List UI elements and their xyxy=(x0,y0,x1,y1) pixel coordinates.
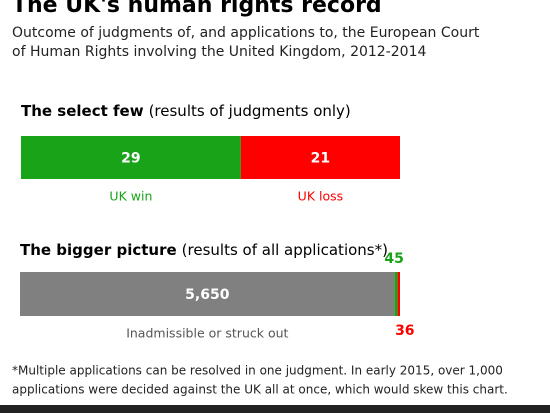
value-label: 45 xyxy=(384,251,403,267)
bar-segment xyxy=(21,136,241,179)
panel-heading: The select few (results of judgments only… xyxy=(21,102,351,120)
bar-segment xyxy=(240,136,400,179)
panel-subtitle: (results of judgments only) xyxy=(149,102,351,120)
value-label: 36 xyxy=(395,323,414,339)
footnote: *Multiple applications can be resolved i… xyxy=(12,364,503,378)
subtitle: of Human Rights involving the United Kin… xyxy=(12,44,426,60)
legend-label: UK win xyxy=(109,189,152,204)
value-label: 29 xyxy=(121,151,140,167)
footnote: applications were decided against the UK… xyxy=(12,383,508,397)
value-label: 5,650 xyxy=(185,287,230,303)
bar-segment xyxy=(394,272,398,316)
panel-title: The bigger picture xyxy=(20,241,177,259)
title: The UK's human rights record xyxy=(12,0,382,18)
value-label: 21 xyxy=(311,151,330,167)
subtitle: Outcome of judgments of, and application… xyxy=(12,25,480,41)
panel-subtitle: (results of all applications*) xyxy=(182,241,388,259)
legend-label: Inadmissible or struck out xyxy=(126,326,288,341)
legend-label: UK loss xyxy=(298,189,343,204)
bar-segment xyxy=(20,272,395,316)
bar-segment xyxy=(397,272,400,316)
footer-band xyxy=(0,405,550,413)
panel-heading: The bigger picture (results of all applic… xyxy=(20,241,388,259)
panel-title: The select few xyxy=(21,102,144,120)
